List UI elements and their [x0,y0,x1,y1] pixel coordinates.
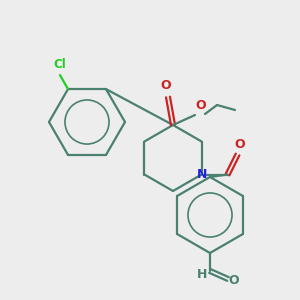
Text: O: O [161,79,171,92]
Text: O: O [234,137,245,151]
Text: N: N [196,168,207,181]
Text: Cl: Cl [54,58,66,71]
Text: O: O [229,274,239,287]
Text: O: O [196,99,206,112]
Text: H: H [197,268,207,281]
